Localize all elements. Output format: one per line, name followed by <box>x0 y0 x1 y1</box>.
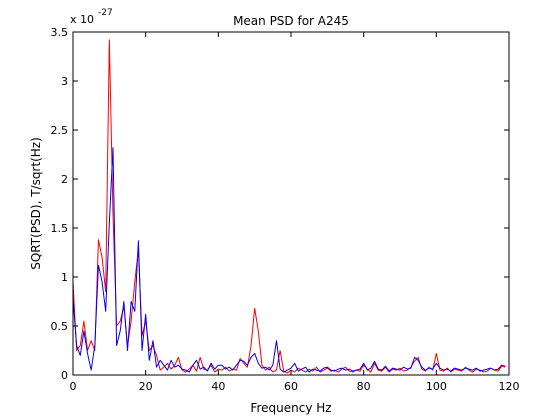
x-axis-label: Frequency Hz <box>250 401 331 415</box>
x-tick-label: 100 <box>426 380 447 393</box>
y-tick-label: 2.5 <box>51 124 69 137</box>
x-tick-label: 40 <box>211 380 225 393</box>
plot-area <box>73 32 509 375</box>
x-tick-label: 20 <box>139 380 153 393</box>
x-tick-label: 80 <box>357 380 371 393</box>
y-exponent-multiplier: x 10 <box>70 13 94 26</box>
chart-title: Mean PSD for A245 <box>233 14 349 28</box>
y-tick-label: 2 <box>61 173 68 186</box>
x-tick-label: 60 <box>284 380 298 393</box>
y-tick-label: 1 <box>61 271 68 284</box>
x-tick-label: 120 <box>499 380 520 393</box>
y-tick-label: 3 <box>61 75 68 88</box>
y-tick-label: 1.5 <box>51 222 69 235</box>
y-axis-label: SQRT(PSD), T/sqrt(Hz) <box>29 137 43 270</box>
x-tick-label: 0 <box>70 380 77 393</box>
y-tick-label: 0 <box>61 369 68 382</box>
y-tick-label: 0.5 <box>51 320 69 333</box>
y-tick-label: 3.5 <box>51 26 69 39</box>
y-exponent-power: -27 <box>98 8 113 18</box>
